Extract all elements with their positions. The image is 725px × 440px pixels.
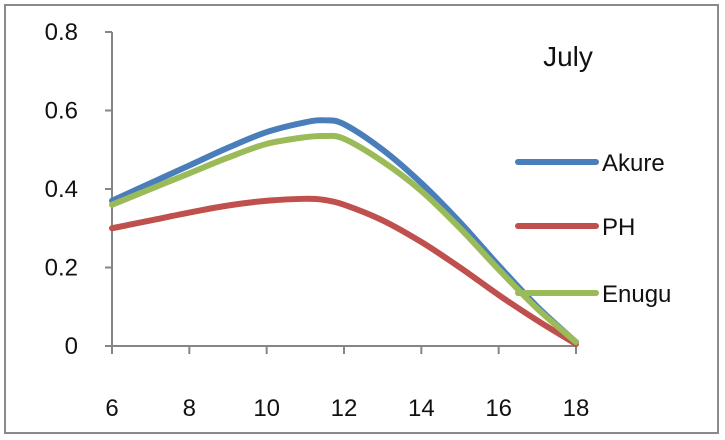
chart-frame [4,4,719,434]
chart-title: July [543,41,593,72]
x-tick-label: 12 [331,395,358,422]
x-tick-label: 14 [408,395,435,422]
y-tick-label: 0 [65,333,78,360]
x-tick-label: 10 [253,395,280,422]
x-tick-label: 16 [485,395,512,422]
x-tick-label: 6 [105,395,118,422]
legend-label-enugu: Enugu [602,281,671,308]
y-tick-label: 0.6 [45,98,78,125]
series-line-enugu [109,132,579,346]
y-tick-label: 0.8 [45,19,78,46]
legend-label-akure: Akure [602,150,665,177]
axes: 0 0.2 0.4 0.6 0.8 6 8 10 12 14 16 18 [45,19,590,422]
x-tick-label: 8 [183,395,196,422]
y-tick-label: 0.4 [45,176,78,203]
series-line-ph [109,195,579,348]
y-tick-label: 0.2 [45,255,78,282]
series-line-akure [109,117,579,346]
series-layer [109,117,579,348]
x-tick-label: 18 [563,395,590,422]
legend: Akure PH Enugu [515,150,671,308]
legend-label-ph: PH [602,214,635,241]
